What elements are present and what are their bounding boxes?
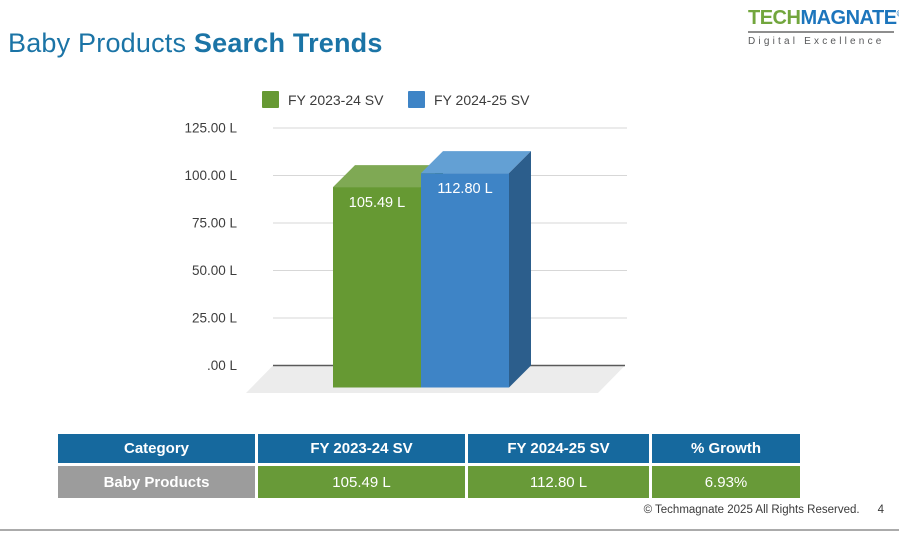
bar-top-face [333, 165, 443, 188]
y-tick-label: .00 L [207, 358, 238, 373]
logo-tech: TECH [748, 7, 801, 29]
bar-series-fy-2024-25: 112.80 L [421, 151, 531, 388]
y-tick-label: 50.00 L [192, 263, 238, 278]
page-title-regular: Baby Products [8, 28, 194, 58]
bar-side-face [509, 151, 531, 388]
y-axis-labels: 125.00 L 100.00 L 75.00 L 50.00 L 25.00 … [184, 121, 237, 374]
footer: © Techmagnate 2025 All Rights Reserved. … [644, 504, 884, 516]
chart-legend: FY 2023-24 SV FY 2024-25 SV [262, 91, 530, 108]
summary-table: Category FY 2023-24 SV FY 2024-25 SV % G… [58, 434, 800, 498]
page-title: Baby Products Search Trends [8, 28, 383, 59]
y-tick-label: 75.00 L [192, 216, 238, 231]
bar-front-face [333, 187, 421, 388]
y-tick-label: 25.00 L [192, 311, 238, 326]
bar-top-face [421, 151, 531, 174]
page-title-bold: Search Trends [193, 28, 383, 58]
bar-front-face [421, 173, 509, 388]
copyright-text: © Techmagnate 2025 All Rights Reserved. [643, 504, 860, 516]
page-number: 4 [877, 504, 884, 516]
techmagnate-logo: TECHMAGNATE® Digital Excellence [748, 7, 899, 47]
legend-swatch-fy-2024-25 [408, 91, 425, 108]
legend-label-fy-2024-25: FY 2024-25 SV [434, 92, 530, 108]
table-cell-category: Baby Products [58, 466, 255, 498]
logo-divider [748, 31, 894, 33]
table-header-category: Category [58, 434, 255, 463]
logo-wordmark: TECHMAGNATE® [748, 7, 899, 29]
bar-series-fy-2023-24: 105.49 L [333, 165, 443, 388]
table-cell-fy-2024-25: 112.80 L [468, 466, 649, 498]
table-cell-fy-2023-24: 105.49 L [258, 466, 465, 498]
y-tick-label: 100.00 L [184, 168, 237, 183]
logo-tagline: Digital Excellence [748, 36, 885, 47]
y-tick-label: 125.00 L [184, 121, 237, 136]
table-header-fy-2023-24: FY 2023-24 SV [258, 434, 465, 463]
table-header-growth: % Growth [652, 434, 800, 463]
table-cell-growth: 6.93% [652, 466, 800, 498]
bottom-divider [0, 529, 899, 531]
logo-magnate: MAGNATE [800, 7, 897, 29]
table-header-fy-2024-25: FY 2024-25 SV [468, 434, 649, 463]
bar-value-label: 112.80 L [437, 181, 492, 197]
legend-swatch-fy-2023-24 [262, 91, 279, 108]
legend-label-fy-2023-24: FY 2023-24 SV [288, 92, 384, 108]
registered-trademark-icon: ® [897, 8, 899, 18]
bar-value-label: 105.49 L [349, 195, 405, 211]
